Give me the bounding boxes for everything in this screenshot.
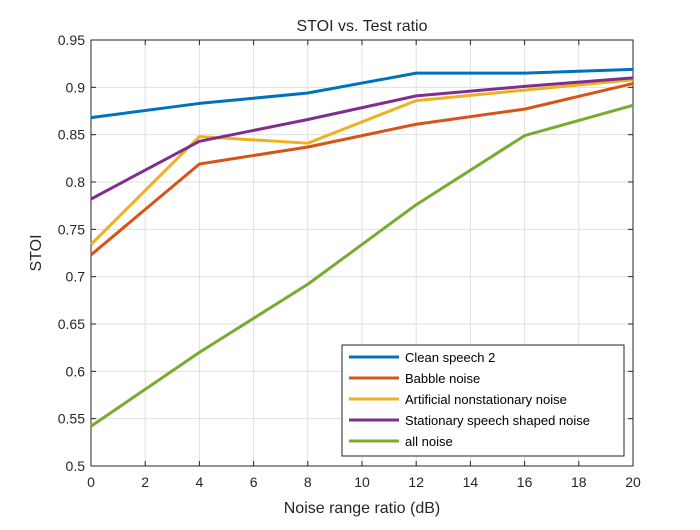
legend-label: all noise xyxy=(405,434,453,449)
x-tick-label: 0 xyxy=(87,474,95,490)
x-tick-label: 12 xyxy=(408,474,424,490)
y-tick-label: 0.7 xyxy=(66,269,86,285)
series-line-5 xyxy=(90,103,634,428)
y-tick-label: 0.85 xyxy=(58,127,85,143)
grid-layer xyxy=(91,40,633,466)
y-tick-label: 0.65 xyxy=(58,316,85,332)
x-tick-label: 10 xyxy=(354,474,370,490)
x-tick-label: 4 xyxy=(196,474,204,490)
x-axis-label: Noise range ratio (dB) xyxy=(284,500,441,517)
x-tick-label: 8 xyxy=(304,474,312,490)
chart-title: STOI vs. Test ratio xyxy=(296,18,427,35)
series-line-4 xyxy=(90,76,634,201)
legend: Clean speech 2 Babble noise Artificial non… xyxy=(341,344,625,457)
x-tick-label: 18 xyxy=(571,474,587,490)
series-line-2 xyxy=(90,82,634,257)
x-tick-label: 20 xyxy=(625,474,641,490)
y-tick-label: 0.6 xyxy=(66,363,86,379)
legend-label: Artificial nonstationary noise xyxy=(405,392,567,407)
y-tick-label: 0.95 xyxy=(58,32,85,48)
legend-items: Clean speech 2 Babble noise Artificial non… xyxy=(349,350,590,449)
series-layer xyxy=(89,67,634,428)
x-tick-label: 16 xyxy=(517,474,533,490)
legend-label: Clean speech 2 xyxy=(405,350,495,365)
y-tick-label: 0.55 xyxy=(58,411,85,427)
series-line-3 xyxy=(89,78,634,246)
y-tick-label: 0.8 xyxy=(66,174,86,190)
y-axis-label: STOI xyxy=(28,234,45,271)
y-tick-label: 0.9 xyxy=(66,79,86,95)
legend-label: Babble noise xyxy=(405,371,480,386)
ticks-layer: 0 2 4 6 8 10 12 14 16 18 20 0.5 0.55 0.6 0.65 0.7 0.75 0.… xyxy=(58,32,641,490)
y-tick-label: 0.75 xyxy=(58,221,85,237)
x-tick-label: 2 xyxy=(141,474,149,490)
legend-label: Stationary speech shaped noise xyxy=(405,413,590,428)
x-tick-label: 6 xyxy=(250,474,258,490)
series-line-1 xyxy=(90,67,634,120)
x-tick-label: 14 xyxy=(463,474,479,490)
y-tick-label: 0.5 xyxy=(66,458,86,474)
